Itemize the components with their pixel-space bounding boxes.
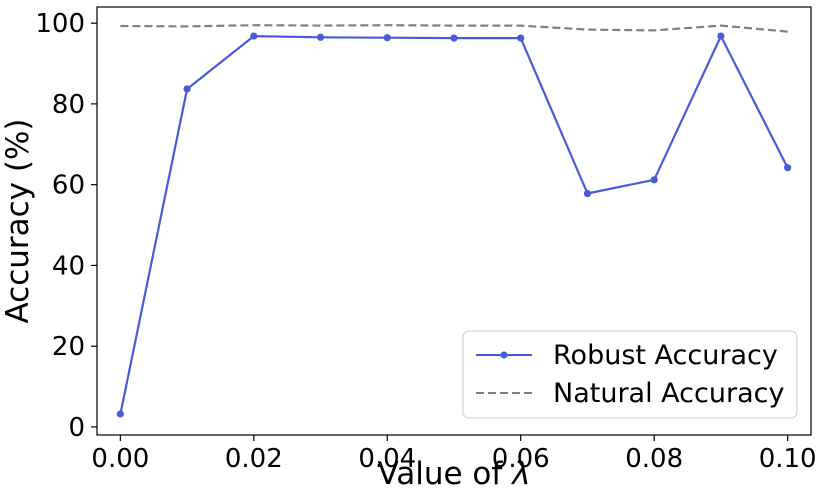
- y-tick-label: 40: [52, 251, 85, 281]
- y-tick-label: 80: [52, 90, 85, 120]
- y-tick-label: 100: [35, 9, 85, 39]
- robust-accuracy-point: [316, 33, 325, 41]
- robust-accuracy-point: [784, 164, 792, 172]
- robust-accuracy-point: [116, 410, 124, 418]
- plot-frame: [96, 6, 812, 436]
- robust-accuracy-point: [517, 34, 525, 42]
- x-tick-label: 0.04: [358, 444, 416, 474]
- robust-accuracy-point: [450, 34, 458, 42]
- legend-natural-label: Natural Accuracy: [553, 378, 784, 409]
- legend-robust-marker: [500, 351, 508, 359]
- robust-accuracy-point: [650, 176, 658, 184]
- x-tick-label: 0.06: [492, 444, 550, 474]
- x-tick-label: 0.10: [759, 444, 817, 474]
- axis-ticks: 0.00 0.02 0.04 0.06 0.08 0.10 0 20 40 60 80 100: [35, 9, 816, 474]
- legend-box: [462, 330, 798, 419]
- legend-robust-label: Robust Accuracy: [553, 340, 778, 371]
- robust-accuracy-point: [583, 189, 592, 198]
- x-tick-label: 0.08: [625, 444, 683, 474]
- natural-accuracy-line: [120, 24, 788, 33]
- y-tick-label: 60: [52, 171, 85, 201]
- y-tick-label: 0: [68, 413, 85, 443]
- legend: Robust Accuracy Natural Accuracy: [462, 330, 798, 419]
- robust-accuracy-point: [383, 34, 391, 42]
- robust-accuracy-point: [250, 32, 258, 40]
- x-tick-label: 0.02: [225, 444, 283, 474]
- robust-accuracy-point: [717, 32, 725, 40]
- x-tick-label: 0.00: [91, 444, 149, 474]
- robust-accuracy-point: [183, 85, 191, 93]
- x-axis-label: Value of λ: [377, 456, 530, 492]
- series-layer: [116, 24, 792, 418]
- y-tick-label: 20: [52, 332, 85, 362]
- y-axis-label: Accuracy (%): [0, 118, 36, 323]
